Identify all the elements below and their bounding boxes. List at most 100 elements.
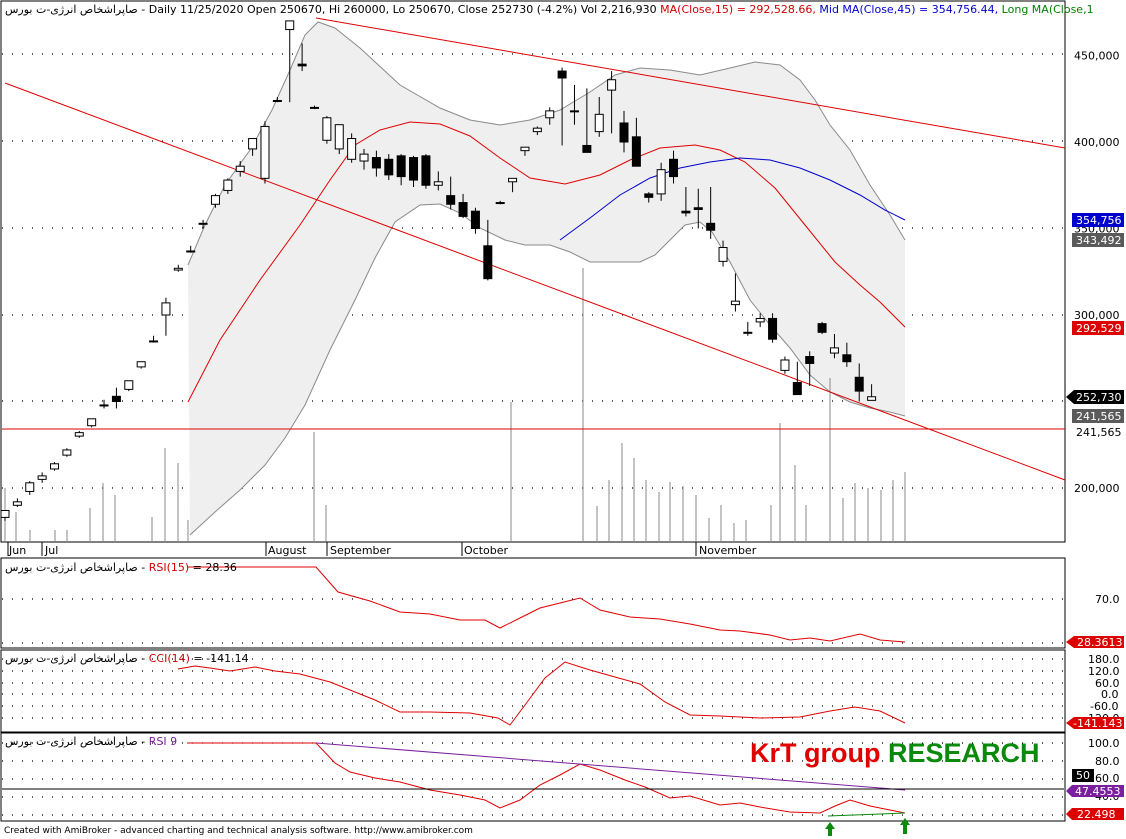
candle-up	[0, 509, 10, 518]
candle-up	[235, 165, 245, 172]
candle-up	[87, 418, 97, 427]
rsi9-tick: 100.0	[1088, 737, 1120, 750]
candle-up	[149, 340, 159, 343]
moving-averages	[187, 121, 906, 403]
candle-up	[50, 463, 60, 470]
price-badge: 354,756	[1076, 214, 1122, 227]
candle-up	[99, 404, 109, 407]
candle-up	[322, 117, 332, 141]
candle-up	[532, 127, 542, 133]
month-label: Jun	[8, 544, 26, 557]
candle-down	[297, 63, 307, 67]
candle-up	[186, 250, 196, 253]
price-badge-bg	[1066, 390, 1124, 404]
price-badge: 241,565	[1076, 410, 1122, 423]
month-label: August	[268, 544, 307, 557]
rsi15-badge: 28.3613	[1077, 636, 1123, 649]
price-badge-bg	[1072, 409, 1124, 423]
candle-up	[718, 247, 728, 262]
rsi9-tick: 80.0	[1095, 755, 1120, 768]
candle-down	[582, 144, 592, 153]
cci-tick: 60.0	[1095, 677, 1120, 690]
candle-up	[272, 99, 282, 102]
band-fill	[188, 22, 905, 535]
rsi15-panel-frame	[0, 557, 1066, 649]
candle-up	[310, 106, 319, 109]
candles	[0, 20, 877, 521]
bollinger-bands	[187, 21, 906, 536]
rsi9-title: صاپراشخاص انرژی-ت بورس - RSI 9	[5, 735, 177, 748]
candle-down	[619, 122, 629, 143]
candle-up	[37, 475, 47, 480]
cci-tick: -60.0	[1090, 700, 1118, 713]
candle-up	[433, 181, 443, 186]
candle-up	[285, 20, 295, 31]
candle-up	[74, 432, 84, 437]
candle-up	[25, 482, 35, 492]
candle-up	[359, 153, 369, 162]
rsi9-badge: 50	[1076, 769, 1090, 782]
oscillators	[2, 566, 1064, 817]
candle-up	[173, 267, 183, 271]
price-badge-bg	[1072, 321, 1124, 335]
rsi15-badge-bg	[1066, 636, 1124, 648]
candle-down	[792, 381, 802, 396]
lower-band-line	[189, 203, 906, 536]
candle-up	[743, 331, 753, 334]
price-badge-bg	[1072, 233, 1124, 247]
candle-up	[124, 380, 134, 390]
month-label: September	[330, 544, 391, 557]
candle-up	[248, 138, 258, 150]
price-badge: 252,730	[1076, 391, 1122, 404]
price-badge: 343,492	[1076, 234, 1122, 247]
candle-down	[409, 157, 419, 181]
rsi15-tick: 70.0	[1095, 593, 1120, 606]
candle-up	[161, 302, 171, 316]
candle-up	[198, 222, 208, 225]
rsi15-title: صاپراشخاص انرژی-ت بورس - RSI(15) = 28.36	[5, 561, 237, 574]
price-badge: 292,529	[1076, 322, 1122, 335]
candle-down	[421, 155, 431, 186]
rsi9-divergence-line	[827, 812, 906, 817]
cci-tick: 180.0	[1088, 653, 1120, 666]
candle-up	[730, 300, 740, 306]
ma45-line	[559, 157, 906, 241]
volume-bars	[4, 268, 906, 541]
candle-down	[384, 158, 394, 176]
candle-down	[446, 195, 456, 205]
candle-up	[12, 501, 22, 506]
candle-up	[780, 359, 790, 371]
candle-up	[62, 449, 72, 456]
candle-up	[656, 169, 666, 195]
candle-down	[644, 193, 654, 198]
candle-up	[223, 179, 233, 191]
month-label: Jul	[44, 544, 58, 557]
rsi9-val-badge: 22.498	[1077, 808, 1116, 821]
candle-up	[545, 110, 555, 119]
candle-up	[594, 113, 604, 133]
candle-up	[495, 202, 505, 205]
candle-down	[854, 376, 864, 392]
cci-tick: 0.0	[1101, 688, 1119, 701]
price-badge-bg	[1072, 213, 1124, 227]
rsi9-avg-badge-bg	[1066, 785, 1124, 797]
ma15-line	[187, 121, 906, 403]
buy-arrow-icon	[900, 818, 910, 834]
candle-down	[470, 210, 480, 229]
buy-arrow-icon	[825, 822, 835, 836]
price-tick-label: 450,000	[1074, 50, 1120, 63]
month-label: October	[464, 544, 508, 557]
candle-up	[210, 195, 220, 205]
candle-up	[569, 110, 579, 113]
rsi15-line	[187, 566, 906, 643]
cci-badge: -141.143	[1073, 717, 1122, 730]
candle-up	[607, 79, 617, 91]
candle-up	[260, 125, 270, 179]
candle-up	[334, 124, 344, 150]
candle-down	[458, 202, 468, 217]
candle-down	[371, 157, 381, 169]
price-badge-bg	[1072, 425, 1124, 439]
candle-up	[829, 347, 839, 354]
cci-panel-frame	[0, 649, 1066, 733]
